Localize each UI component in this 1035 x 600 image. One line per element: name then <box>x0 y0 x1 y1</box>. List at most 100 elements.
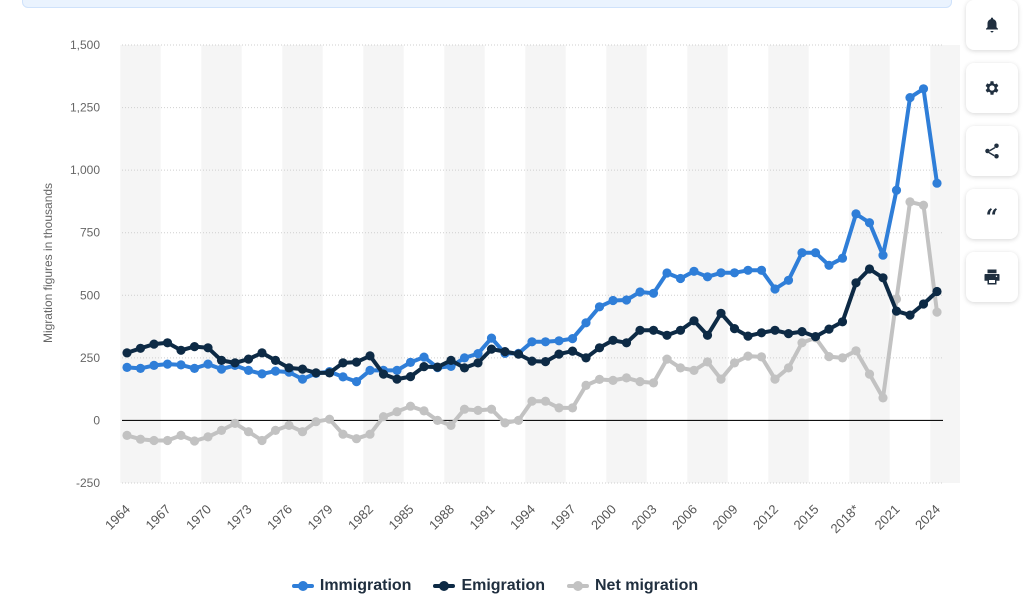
data-point[interactable] <box>405 357 416 367</box>
data-point[interactable] <box>662 268 672 278</box>
data-point[interactable] <box>756 265 767 275</box>
data-point[interactable] <box>932 286 942 297</box>
data-point[interactable] <box>662 354 672 364</box>
data-point[interactable] <box>810 332 821 342</box>
data-point[interactable] <box>446 420 456 430</box>
data-point[interactable] <box>810 248 821 258</box>
data-point[interactable] <box>351 434 362 444</box>
data-point[interactable] <box>648 288 659 298</box>
data-point[interactable] <box>918 299 929 309</box>
data-point[interactable] <box>648 378 659 388</box>
notification-button[interactable] <box>966 0 1018 50</box>
data-point[interactable] <box>230 358 240 368</box>
data-point[interactable] <box>297 427 308 437</box>
data-point[interactable] <box>135 343 146 353</box>
data-point[interactable] <box>297 374 308 384</box>
data-point[interactable] <box>864 369 875 379</box>
data-point[interactable] <box>311 368 321 378</box>
data-point[interactable] <box>608 295 618 306</box>
data-point[interactable] <box>270 425 281 435</box>
data-point[interactable] <box>459 363 470 373</box>
data-point[interactable] <box>459 353 470 363</box>
data-point[interactable] <box>432 362 443 372</box>
data-point[interactable] <box>770 374 780 384</box>
data-point[interactable] <box>149 435 159 446</box>
data-point[interactable] <box>189 342 200 352</box>
data-point[interactable] <box>756 328 767 338</box>
data-point[interactable] <box>905 310 915 320</box>
data-point[interactable] <box>230 418 240 428</box>
data-point[interactable] <box>743 351 753 361</box>
data-point[interactable] <box>513 415 524 425</box>
data-point[interactable] <box>932 307 942 317</box>
data-point[interactable] <box>365 429 375 439</box>
data-point[interactable] <box>797 248 807 258</box>
data-point[interactable] <box>878 393 888 403</box>
data-point[interactable] <box>540 357 551 367</box>
data-point[interactable] <box>675 363 686 373</box>
data-point[interactable] <box>581 353 591 363</box>
data-point[interactable] <box>338 429 348 439</box>
data-point[interactable] <box>675 273 686 284</box>
data-point[interactable] <box>621 338 632 348</box>
data-point[interactable] <box>716 268 726 278</box>
data-point[interactable] <box>446 355 456 365</box>
data-point[interactable] <box>513 349 524 359</box>
data-point[interactable] <box>891 306 902 316</box>
data-point[interactable] <box>689 316 699 326</box>
legend-item-emigration[interactable]: Emigration <box>433 577 545 595</box>
data-point[interactable] <box>621 373 632 383</box>
data-point[interactable] <box>284 420 294 430</box>
data-point[interactable] <box>365 351 375 361</box>
data-point[interactable] <box>351 377 362 387</box>
data-point[interactable] <box>864 218 875 228</box>
data-point[interactable] <box>122 348 132 358</box>
data-point[interactable] <box>365 365 375 375</box>
data-point[interactable] <box>608 335 618 345</box>
data-point[interactable] <box>338 372 348 382</box>
data-point[interactable] <box>797 338 807 348</box>
data-point[interactable] <box>581 318 591 328</box>
data-point[interactable] <box>783 363 794 373</box>
data-point[interactable] <box>149 339 159 349</box>
data-point[interactable] <box>729 324 740 334</box>
data-point[interactable] <box>392 365 402 375</box>
data-point[interactable] <box>473 349 483 359</box>
legend-item-immigration[interactable]: Immigration <box>291 577 411 595</box>
data-point[interactable] <box>851 346 861 356</box>
data-point[interactable] <box>527 396 537 406</box>
data-point[interactable] <box>473 405 483 415</box>
data-point[interactable] <box>486 333 497 343</box>
data-point[interactable] <box>621 295 632 305</box>
share-button[interactable] <box>966 126 1018 176</box>
data-point[interactable] <box>581 380 591 390</box>
data-point[interactable] <box>824 324 834 334</box>
data-point[interactable] <box>189 363 200 373</box>
data-point[interactable] <box>270 366 281 376</box>
data-point[interactable] <box>162 359 173 369</box>
data-point[interactable] <box>567 346 578 356</box>
data-point[interactable] <box>689 365 699 375</box>
data-point[interactable] <box>216 355 227 365</box>
legend-item-net-migration[interactable]: Net migration <box>567 577 698 595</box>
data-point[interactable] <box>284 363 294 373</box>
data-point[interactable] <box>554 336 564 346</box>
data-point[interactable] <box>554 349 564 359</box>
data-point[interactable] <box>216 425 227 435</box>
data-point[interactable] <box>648 325 659 335</box>
data-point[interactable] <box>554 403 564 413</box>
data-point[interactable] <box>527 337 537 347</box>
data-point[interactable] <box>702 330 713 340</box>
data-point[interactable] <box>729 268 740 278</box>
data-point[interactable] <box>540 396 551 406</box>
data-point[interactable] <box>797 327 807 337</box>
data-point[interactable] <box>203 359 213 369</box>
data-point[interactable] <box>702 272 713 282</box>
data-point[interactable] <box>635 287 645 297</box>
data-point[interactable] <box>608 375 618 385</box>
data-point[interactable] <box>486 344 497 354</box>
data-point[interactable] <box>176 360 186 370</box>
data-point[interactable] <box>243 427 254 437</box>
data-point[interactable] <box>203 343 213 353</box>
data-point[interactable] <box>689 266 699 276</box>
